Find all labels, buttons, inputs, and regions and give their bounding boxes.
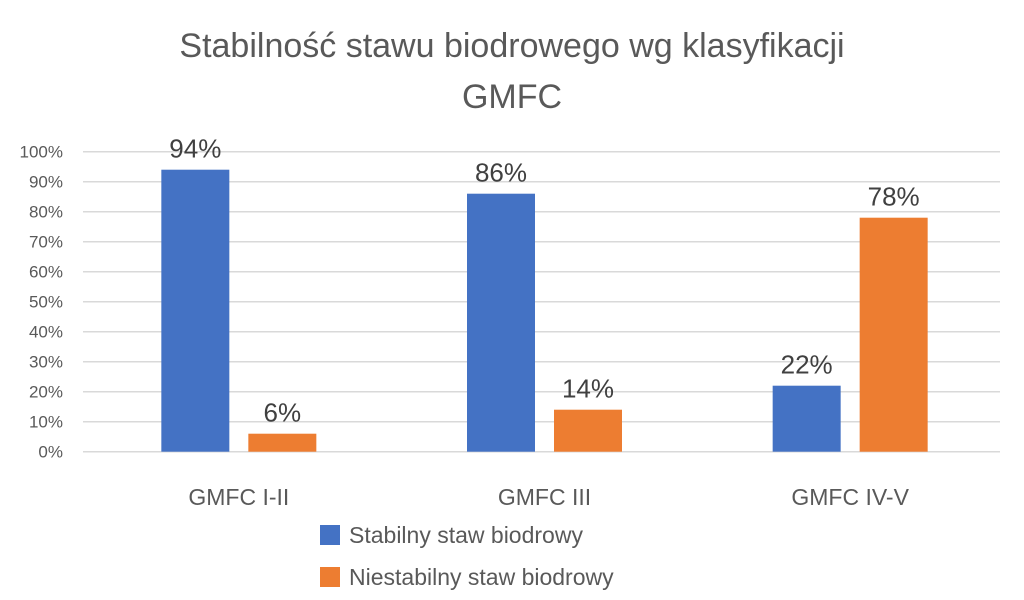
- bar-0-1: [467, 193, 535, 452]
- y-tick-label: 80%: [29, 203, 63, 222]
- legend-label: Stabilny staw biodrowy: [349, 522, 583, 548]
- data-label: 22%: [781, 350, 833, 380]
- legend-label: Niestabilny staw biodrowy: [349, 564, 614, 590]
- legend-swatch: [320, 567, 340, 587]
- y-tick-label: 30%: [29, 353, 63, 372]
- data-label: 94%: [169, 134, 221, 164]
- y-tick-label: 100%: [20, 143, 63, 162]
- y-tick-label: 20%: [29, 383, 63, 402]
- data-label: 78%: [868, 182, 920, 212]
- x-category-label: GMFC III: [498, 484, 591, 510]
- bar-1-1: [554, 409, 622, 452]
- data-label: 86%: [475, 158, 527, 188]
- data-label: 14%: [562, 374, 614, 404]
- y-tick-label: 10%: [29, 413, 63, 432]
- y-tick-label: 40%: [29, 323, 63, 342]
- y-tick-label: 60%: [29, 263, 63, 282]
- data-label: 6%: [264, 398, 302, 428]
- y-tick-label: 50%: [29, 293, 63, 312]
- y-tick-label: 0%: [38, 443, 63, 462]
- y-tick-label: 90%: [29, 173, 63, 192]
- bar-0-0: [161, 169, 230, 452]
- chart-title-line-2: GMFC: [462, 78, 562, 116]
- y-tick-label: 70%: [29, 233, 63, 252]
- x-category-label: GMFC I-II: [188, 484, 289, 510]
- chart-title-line-1: Stabilność stawu biodrowego wg klasyfika…: [179, 27, 844, 65]
- bar-1-0: [248, 433, 317, 452]
- bar-1-2: [859, 217, 928, 452]
- legend-swatch: [320, 525, 340, 545]
- x-category-label: GMFC IV-V: [791, 484, 909, 510]
- bar-0-2: [772, 385, 841, 452]
